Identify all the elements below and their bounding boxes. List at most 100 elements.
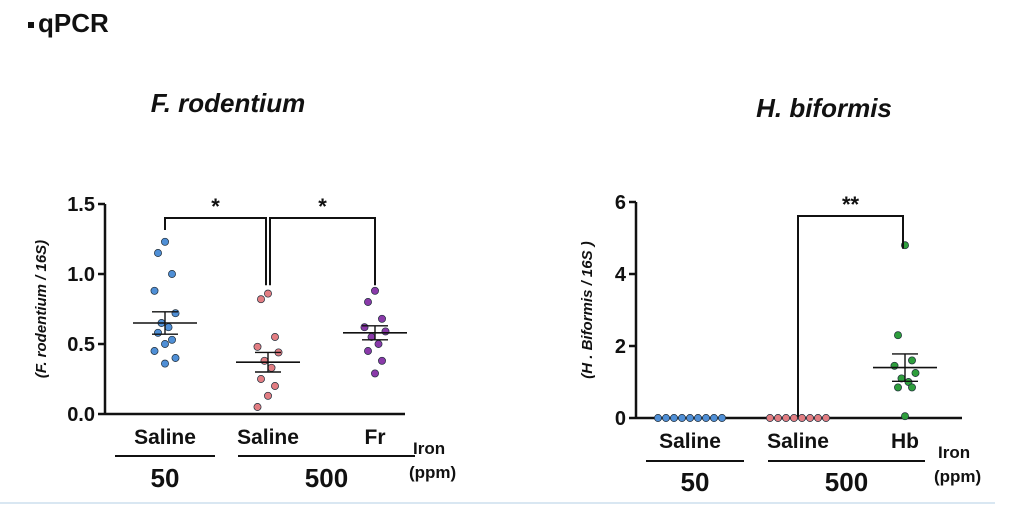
data-point [257, 295, 265, 304]
data-point [908, 356, 916, 365]
data-point [374, 340, 383, 348]
chart-1: H. biformis (H . Biformis / 16S ) 0 2 4 6 Sali… [579, 93, 981, 497]
data-point [790, 414, 798, 422]
y-tick-label: 0.5 [67, 334, 95, 356]
data-point [154, 328, 162, 337]
data-point [264, 289, 272, 298]
data-point [171, 309, 180, 318]
data-point [911, 369, 920, 377]
data-point [702, 414, 710, 422]
iron-unit-label: (ppm) [934, 467, 981, 486]
significance-bracket: ** [797, 192, 904, 418]
significance-label: * [318, 194, 327, 219]
data-point [901, 412, 909, 421]
chart-title: F. rodentium [151, 88, 306, 118]
data-point [371, 286, 379, 295]
series-0 [133, 237, 197, 368]
data-point [371, 369, 379, 378]
data-point [710, 414, 718, 422]
data-point [253, 403, 262, 411]
data-point [814, 414, 822, 422]
data-point [168, 270, 176, 278]
bottom-divider [0, 502, 995, 504]
y-tick-label: 4 [615, 264, 627, 286]
series-2 [343, 286, 407, 378]
data-point [260, 356, 269, 365]
chart-title: H. biformis [756, 93, 892, 123]
iron-label: Iron [413, 439, 445, 458]
bracket-line [797, 215, 904, 418]
data-point [364, 298, 372, 306]
data-point [381, 327, 390, 336]
y-tick-label: 0 [615, 408, 626, 430]
data-point [378, 314, 386, 323]
y-axis-label: (H . Biformis / 16S ) [579, 241, 596, 379]
data-point [154, 249, 162, 257]
data-point [678, 414, 686, 422]
data-point [161, 340, 169, 348]
y-tick-label: 1.5 [67, 194, 95, 216]
group-label: 500 [305, 463, 348, 493]
bracket-line [164, 217, 267, 286]
data-point [271, 333, 279, 341]
iron-unit-label: (ppm) [409, 463, 456, 482]
x-category-label: Fr [365, 426, 386, 449]
data-point [378, 356, 386, 365]
data-point [718, 414, 726, 422]
data-point [774, 414, 782, 422]
chart-0: F. rodentium (F. rodentium / 16S) 0.0 0.5 1.… [33, 88, 456, 493]
series-0 [654, 414, 726, 422]
bracket-line [269, 217, 376, 286]
data-point [908, 383, 916, 392]
y-tick-label: 2 [615, 336, 626, 358]
data-point [364, 347, 372, 355]
data-point [267, 363, 276, 372]
data-point [150, 286, 159, 295]
data-point [171, 354, 180, 362]
series-2 [873, 241, 937, 421]
y-axis-label: (F. rodentium / 16S) [33, 240, 50, 378]
x-category-label: Hb [891, 430, 919, 453]
iron-label: Iron [938, 443, 970, 462]
group-label: 500 [825, 467, 868, 497]
data-point [894, 383, 902, 392]
data-point [782, 414, 790, 422]
x-category-label: Saline [134, 426, 196, 449]
x-category-label: Saline [767, 430, 829, 453]
data-point [168, 335, 176, 344]
y-tick-label: 6 [615, 192, 626, 214]
data-point [894, 331, 902, 340]
group-label: 50 [681, 467, 710, 497]
data-point [798, 414, 806, 422]
panel-title-text: qPCR [38, 8, 109, 38]
data-point [264, 391, 272, 400]
data-point [161, 237, 169, 246]
data-point [164, 323, 173, 332]
series-1 [766, 414, 830, 422]
x-category-label: Saline [659, 430, 721, 453]
data-point [806, 414, 814, 422]
data-point [257, 375, 265, 383]
significance-bracket: * [164, 194, 267, 286]
data-point [161, 359, 169, 368]
data-point [686, 414, 694, 422]
x-category-label: Saline [237, 426, 299, 449]
series-1 [236, 289, 300, 411]
panel-title: qPCR [28, 8, 109, 39]
data-point [150, 347, 159, 355]
data-point [822, 414, 830, 422]
data-point [271, 382, 279, 390]
data-point [253, 342, 262, 351]
data-point [654, 414, 662, 422]
y-tick-label: 1.0 [67, 264, 95, 286]
significance-label: ** [842, 192, 860, 217]
data-point [662, 414, 670, 422]
data-point [360, 323, 369, 332]
data-point [766, 414, 774, 422]
data-point [694, 414, 702, 422]
group-label: 50 [151, 463, 180, 493]
data-point [670, 414, 678, 422]
y-tick-label: 0.0 [67, 404, 95, 426]
panel-marker-dot [28, 22, 34, 29]
